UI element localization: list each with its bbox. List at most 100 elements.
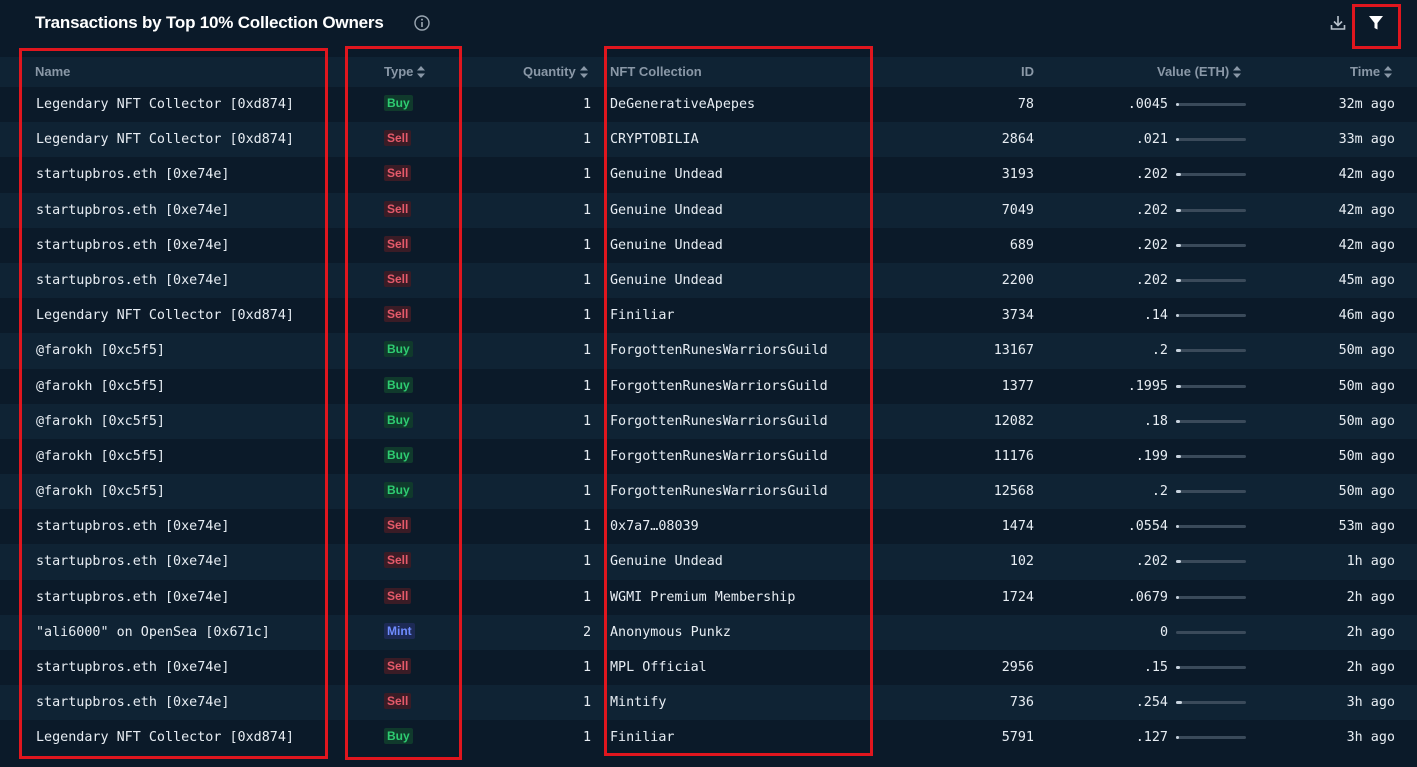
owner-name-cell[interactable]: "ali6000" on OpenSea [0x671c] [36,624,270,640]
quantity-cell: 1 [582,660,591,675]
column-header-time[interactable]: Time [1350,57,1393,87]
collection-cell[interactable]: Genuine Undead [610,554,723,570]
token-id-cell: 3734 [1001,308,1034,324]
owner-name-cell[interactable]: startupbros.eth [0xe74e] [36,519,230,535]
owner-name-cell[interactable]: startupbros.eth [0xe74e] [36,167,230,183]
column-header-collection[interactable]: NFT Collection [610,57,702,87]
value-bar-fill [1176,419,1181,423]
table-row[interactable]: @farokh [0xc5f5] Buy 1 ForgottenRunesWarrio… [0,474,1417,510]
owner-name-cell[interactable]: @farokh [0xc5f5] [36,343,165,359]
type-cell: Buy [384,474,444,509]
owner-name-cell[interactable]: startupbros.eth [0xe74e] [36,272,230,288]
owner-name-cell[interactable]: startupbros.eth [0xe74e] [36,695,230,711]
token-id-cell: 736 [1009,695,1034,711]
value-bar-fill [1176,138,1179,142]
time-cell: 50m ago [1338,413,1395,429]
table-row[interactable]: startupbros.eth [0xe74e] Sell 1 MPL Officia… [0,650,1417,685]
table-row[interactable]: startupbros.eth [0xe74e] Sell 1 WGMI Premiu… [0,580,1417,615]
type-cell: Sell [384,157,444,192]
type-badge: Mint [384,622,415,639]
collection-cell[interactable]: Finiliar [610,730,675,746]
table-row[interactable]: startupbros.eth [0xe74e] Sell 1 Genuine Und… [0,192,1417,228]
value-bar-fill [1176,243,1181,247]
type-cell: Buy [384,87,444,122]
column-header-type[interactable]: Type [384,57,426,87]
table-row[interactable]: startupbros.eth [0xe74e] Sell 1 Genuine Und… [0,262,1417,299]
owner-name-cell[interactable]: @farokh [0xc5f5] [36,484,165,500]
owner-name-cell[interactable]: startupbros.eth [0xe74e] [36,202,230,218]
owner-name-cell[interactable]: Legendary NFT Collector [0xd874] [36,308,294,324]
collection-cell[interactable]: 0x7a7…08039 [610,519,699,535]
value-bar-fill [1176,490,1181,494]
type-cell: Buy [384,439,444,474]
table-row[interactable]: @farokh [0xc5f5] Buy 1 ForgottenRunesWarrio… [0,369,1417,404]
collection-cell[interactable]: MPL Official [610,660,707,675]
table-row[interactable]: Legendary NFT Collector [0xd874] Buy 1 Fini… [0,720,1417,755]
owner-name-cell[interactable]: @farokh [0xc5f5] [36,448,165,464]
owner-name-cell[interactable]: startupbros.eth [0xe74e] [36,589,230,605]
collection-cell[interactable]: Genuine Undead [610,237,723,253]
value-bar [1176,278,1246,282]
collection-cell[interactable]: CRYPTOBILIA [610,132,699,148]
collection-cell[interactable]: Anonymous Punkz [610,624,731,640]
value-bar [1176,630,1246,634]
collection-cell[interactable]: WGMI Premium Membership [610,589,796,605]
owner-name-cell[interactable]: startupbros.eth [0xe74e] [36,237,230,253]
owner-name-cell[interactable]: startupbros.eth [0xe74e] [36,660,230,675]
collection-cell[interactable]: DeGenerativeApepes [610,97,756,112]
owner-name-cell[interactable]: Legendary NFT Collector [0xd874] [36,97,294,112]
collection-cell[interactable]: ForgottenRunesWarriorsGuild [610,413,828,429]
sort-icon[interactable] [1384,65,1393,78]
owner-name-cell[interactable]: startupbros.eth [0xe74e] [36,554,230,570]
sort-icon[interactable] [417,65,426,78]
token-id-cell: 1724 [1001,589,1034,605]
column-header-quantity[interactable]: Quantity [523,57,588,87]
table-row[interactable]: startupbros.eth [0xe74e] Sell 1 Genuine Und… [0,544,1417,580]
column-header-value[interactable]: Value (ETH) [1157,57,1242,87]
sort-icon[interactable] [1233,65,1242,78]
owner-name-cell[interactable]: Legendary NFT Collector [0xd874] [36,132,294,148]
collection-cell[interactable]: Genuine Undead [610,167,723,183]
value-cell: .127 [1135,730,1168,746]
collection-cell[interactable]: ForgottenRunesWarriorsGuild [610,448,828,464]
collection-cell[interactable]: ForgottenRunesWarriorsGuild [610,343,828,359]
quantity-cell: 1 [582,413,591,429]
table-row[interactable]: @farokh [0xc5f5] Buy 1 ForgottenRunesWarrio… [0,439,1417,474]
column-header-name[interactable]: Name [35,57,70,87]
table-row[interactable]: Legendary NFT Collector [0xd874] Sell 1 Fin… [0,298,1417,333]
filter-icon[interactable] [1367,14,1385,32]
column-header-id[interactable]: ID [1021,57,1034,87]
table-row[interactable]: "ali6000" on OpenSea [0x671c] Mint 2 Anonym… [0,614,1417,650]
quantity-cell: 2 [582,624,591,640]
info-icon[interactable] [414,15,430,31]
type-badge: Sell [384,306,412,323]
table-row[interactable]: startupbros.eth [0xe74e] Sell 1 0x7a7…08039… [0,509,1417,544]
table-row[interactable]: Legendary NFT Collector [0xd874] Buy 1 DeGe… [0,87,1417,122]
collection-cell[interactable]: Genuine Undead [610,272,723,288]
time-cell: 2h ago [1346,624,1395,640]
value-cell: .199 [1135,448,1168,464]
table-row[interactable]: startupbros.eth [0xe74e] Sell 1 Genuine Und… [0,228,1417,263]
table-row[interactable]: @farokh [0xc5f5] Buy 1 ForgottenRunesWarrio… [0,403,1417,439]
table-row[interactable]: startupbros.eth [0xe74e] Sell 1 Genuine Und… [0,157,1417,192]
collection-cell[interactable]: Finiliar [610,308,675,324]
sort-icon[interactable] [579,65,588,78]
value-cell: .2 [1151,343,1168,359]
owner-name-cell[interactable]: @farokh [0xc5f5] [36,378,165,394]
collection-cell[interactable]: Mintify [610,695,667,711]
download-icon[interactable] [1329,14,1347,32]
time-cell: 33m ago [1338,132,1395,148]
type-badge: Buy [384,728,413,745]
table-header: Name Type Quantity NFT Collection ID Val… [0,57,1417,87]
owner-name-cell[interactable]: Legendary NFT Collector [0xd874] [36,730,294,746]
quantity-cell: 1 [582,378,591,394]
table-row[interactable]: startupbros.eth [0xe74e] Sell 1 Mintify 736.… [0,685,1417,721]
owner-name-cell[interactable]: @farokh [0xc5f5] [36,413,165,429]
table-row[interactable]: @farokh [0xc5f5] Buy 1 ForgottenRunesWarrio… [0,333,1417,369]
collection-cell[interactable]: Genuine Undead [610,202,723,218]
collection-cell[interactable]: ForgottenRunesWarriorsGuild [610,378,828,394]
collection-cell[interactable]: ForgottenRunesWarriorsGuild [610,484,828,500]
value-bar-fill [1176,525,1179,529]
table-row[interactable]: Legendary NFT Collector [0xd874] Sell 1 CRY… [0,122,1417,158]
type-badge: Sell [384,693,412,710]
